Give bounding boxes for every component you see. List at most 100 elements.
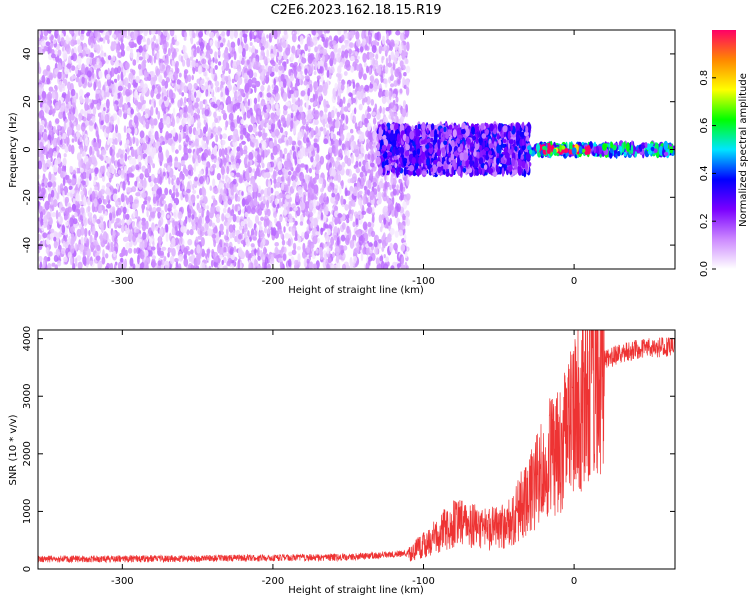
heatmap-cell	[196, 46, 200, 54]
heatmap-cell	[221, 109, 226, 115]
heatmap-cell	[71, 177, 76, 185]
heatmap-cell	[93, 241, 97, 246]
heatmap-cell	[60, 172, 64, 178]
heatmap-cell	[383, 217, 387, 225]
heatmap-cell	[249, 42, 253, 46]
heatmap-cell	[123, 125, 127, 133]
heatmap-cell	[222, 207, 227, 213]
heatmap-cell	[400, 244, 406, 252]
heatmap-cell	[378, 239, 382, 244]
heatmap-cell	[343, 71, 348, 76]
heatmap-cell	[38, 249, 41, 254]
heatmap-cell	[343, 245, 348, 251]
heatmap-cell	[72, 107, 76, 116]
heatmap-cell	[283, 170, 289, 179]
heatmap-cell	[319, 60, 324, 67]
heatmap-cell	[193, 112, 198, 119]
heatmap-cell	[310, 127, 314, 138]
heatmap-cell	[173, 209, 179, 219]
heatmap-cell	[298, 58, 302, 64]
heatmap-cell	[324, 200, 329, 205]
heatmap-cell	[266, 199, 269, 209]
heatmap-cell	[139, 173, 144, 180]
heatmap-cell	[98, 138, 102, 145]
heatmap-cell	[280, 150, 283, 159]
heatmap-cell	[138, 145, 143, 155]
heatmap-cell	[178, 72, 182, 78]
heatmap-cell	[40, 187, 46, 196]
heatmap-cell	[313, 100, 318, 106]
heatmap-cell	[247, 186, 253, 193]
heatmap-cell	[142, 99, 147, 105]
heatmap-cell	[70, 39, 76, 47]
heatmap-cell	[283, 61, 287, 71]
heatmap-cell	[138, 182, 143, 191]
heatmap-cell	[258, 220, 262, 228]
heatmap-cell	[138, 56, 143, 61]
heatmap-cell	[209, 32, 213, 38]
heatmap-cell	[315, 231, 320, 236]
heatmap-cell	[66, 44, 70, 49]
heatmap-cell	[100, 44, 103, 52]
heatmap-cell	[186, 229, 190, 236]
heatmap-cell	[369, 75, 375, 82]
heatmap-cell	[218, 115, 222, 121]
heatmap-cell	[257, 131, 263, 137]
heatmap-cell	[60, 247, 66, 255]
heatmap-cell	[47, 45, 50, 55]
heatmap-cell	[361, 30, 366, 40]
heatmap-cell	[153, 55, 157, 64]
heatmap-cell	[325, 154, 331, 160]
heatmap-cell	[385, 39, 391, 45]
heatmap-cell	[193, 163, 196, 172]
heatmap-cell	[381, 95, 387, 105]
heatmap-cell	[334, 246, 340, 256]
heatmap-cell	[389, 102, 395, 109]
heatmap-cell	[162, 141, 166, 145]
heatmap-cell	[38, 255, 43, 262]
heatmap-cell	[247, 59, 250, 65]
heatmap-cell	[297, 150, 302, 158]
heatmap-cell	[353, 115, 356, 122]
heatmap-cell	[53, 255, 59, 262]
heatmap-cell	[197, 65, 203, 75]
heatmap-cell	[307, 112, 312, 123]
heatmap-cell	[50, 42, 54, 49]
heatmap-cell	[195, 221, 198, 231]
heatmap-cell	[226, 42, 231, 48]
heatmap-cell	[323, 98, 327, 108]
heatmap-cell	[344, 59, 351, 68]
heatmap-cell	[43, 215, 48, 224]
heatmap-cell	[199, 170, 203, 175]
heatmap-cell	[100, 188, 105, 195]
heatmap-cell	[266, 49, 270, 58]
heatmap-cell	[106, 98, 110, 109]
heatmap-cell	[245, 237, 250, 247]
heatmap-cell	[235, 74, 239, 81]
heatmap-cell	[196, 194, 200, 199]
heatmap-cells	[38, 30, 675, 269]
heatmap-cell	[253, 258, 257, 268]
heatmap-cell	[342, 263, 346, 269]
heatmap-cell	[117, 117, 120, 126]
heatmap-cell	[238, 233, 242, 240]
heatmap-cell	[137, 101, 143, 110]
heatmap-cell	[221, 139, 226, 146]
heatmap-cell	[367, 180, 372, 190]
heatmap-cell	[301, 180, 304, 187]
heatmap-cell	[312, 208, 316, 214]
heatmap-cell	[128, 195, 134, 203]
heatmap-cell	[174, 258, 179, 263]
heatmap-cell	[263, 227, 268, 234]
heatmap-cell	[212, 178, 216, 188]
heatmap-cell	[297, 47, 300, 56]
heatmap-cell	[83, 260, 87, 267]
heatmap-cell	[334, 120, 339, 129]
heatmap-cell	[307, 192, 311, 199]
heatmap-cell	[183, 257, 189, 267]
heatmap-cell	[383, 78, 388, 85]
heatmap-cell	[260, 216, 265, 221]
heatmap-cell	[356, 181, 361, 192]
heatmap-cell	[238, 44, 243, 54]
heatmap-cell	[293, 90, 299, 98]
